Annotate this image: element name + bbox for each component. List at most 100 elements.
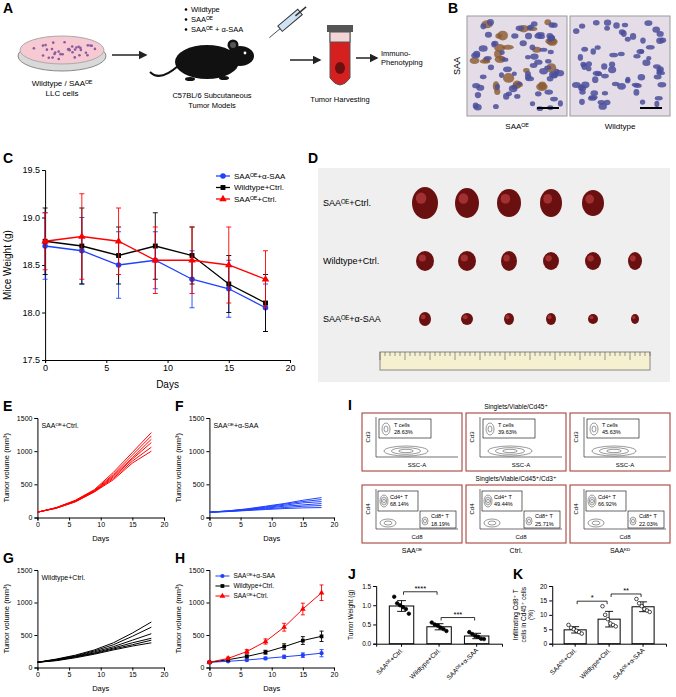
tick-label: 0 — [208, 671, 212, 678]
nucleus — [558, 100, 563, 106]
tick-label: 1500 — [17, 567, 33, 574]
ruler-tick — [610, 352, 611, 356]
point — [392, 595, 396, 599]
tick: 1000 — [17, 448, 38, 455]
flow-x-label: SSC-A — [408, 462, 426, 468]
nucleus — [604, 100, 611, 105]
nucleus — [530, 44, 536, 50]
tick: 5 — [104, 360, 109, 373]
gate-percent: 25.71% — [535, 521, 554, 527]
tick-label: 20 — [285, 363, 295, 373]
tumor — [458, 251, 476, 271]
ruler-tick — [450, 352, 451, 356]
tick-label: 5 — [239, 521, 243, 528]
tumor — [497, 189, 521, 217]
nucleus — [539, 68, 548, 74]
mouse-ear — [228, 40, 239, 51]
tick-label: 15 — [540, 597, 548, 604]
plot-marks — [41, 194, 269, 332]
series-line — [37, 436, 151, 512]
tick-label: 5 — [68, 521, 72, 528]
nucleus — [512, 71, 517, 76]
plot-axes — [376, 417, 458, 457]
nucleus — [613, 22, 620, 28]
tick: SAAᴼᴱ+α-SAA — [611, 644, 646, 681]
legend-label: SAAᴼᴱ+α-SAA — [234, 172, 286, 181]
tick-mark — [549, 644, 552, 645]
ruler-tick — [505, 352, 506, 360]
bar — [564, 630, 586, 644]
x-axis-title: Days — [92, 684, 109, 693]
y-axis-title: Tumor volume (mm³) — [174, 432, 183, 502]
tumor — [501, 251, 517, 271]
tick: 0 — [201, 664, 210, 671]
nucleus — [503, 66, 512, 72]
ruler-tick — [435, 352, 436, 356]
tick: 500 — [193, 481, 210, 488]
nucleus — [578, 54, 583, 61]
ruler-tick — [540, 352, 541, 356]
x-axis-title: Days — [92, 534, 109, 543]
series-line — [37, 627, 151, 662]
nucleus — [593, 71, 602, 76]
cell-label: Wildtype / SAAᴼᴱ — [32, 79, 93, 88]
nucleus — [525, 76, 534, 81]
point — [648, 610, 652, 614]
ruler-tick — [405, 352, 406, 360]
tick: 18.5 — [23, 260, 46, 270]
nucleus — [595, 72, 602, 76]
plot-marks — [207, 585, 325, 664]
stain-patch — [470, 57, 480, 64]
nucleus — [475, 92, 481, 98]
tumor — [585, 252, 601, 270]
nucleus — [480, 74, 487, 79]
contour — [486, 423, 494, 435]
contour — [488, 521, 496, 525]
plot-marks — [389, 595, 489, 644]
ruler-tick — [400, 352, 401, 356]
tick: 10 — [540, 611, 552, 618]
contour — [384, 426, 388, 432]
point — [407, 612, 411, 616]
nucleus — [601, 63, 607, 70]
contour — [382, 423, 390, 435]
ruler-tick — [510, 352, 511, 356]
ruler-tick — [555, 352, 556, 360]
gate-name: Cd8⁺ T — [639, 513, 657, 519]
tick: 1500 — [17, 567, 38, 574]
tick: 0 — [544, 640, 553, 647]
tick-label: Wildtype+Ctrl. — [578, 646, 613, 681]
nucleus — [530, 63, 538, 68]
legend-marker — [221, 185, 226, 190]
bar — [598, 619, 620, 644]
annotation: SAAᴼᴱ+α-SAA — [213, 422, 258, 429]
point — [580, 632, 584, 636]
legend-label: SAAᴼᴱ+α-SAA — [233, 572, 275, 579]
point — [601, 604, 605, 608]
tick-mark — [34, 603, 37, 604]
nucleus — [640, 99, 645, 104]
tick: 15 — [129, 668, 137, 679]
y-axis-title: Tumor Weight (g) — [347, 590, 355, 640]
x-axis-title: Days — [263, 534, 280, 543]
mouse-ear-inner — [230, 42, 236, 48]
nucleus — [581, 47, 588, 52]
ruler-tick — [620, 352, 621, 356]
nucleus — [544, 89, 553, 94]
contour — [384, 446, 428, 456]
image-label: Wildtype — [605, 122, 636, 131]
nucleus — [506, 91, 512, 96]
tick-mark — [164, 518, 165, 521]
plot-frame — [362, 485, 462, 543]
tick-label: 0 — [208, 521, 212, 528]
cell-dot — [46, 48, 49, 51]
error-bar — [282, 623, 286, 631]
tick-mark — [164, 668, 165, 671]
ruler-tick — [575, 352, 576, 356]
tumor — [588, 314, 598, 324]
cell-dot — [75, 46, 78, 49]
tick-mark — [37, 518, 38, 521]
point — [41, 237, 48, 243]
series-line — [37, 433, 151, 513]
point — [319, 651, 323, 655]
